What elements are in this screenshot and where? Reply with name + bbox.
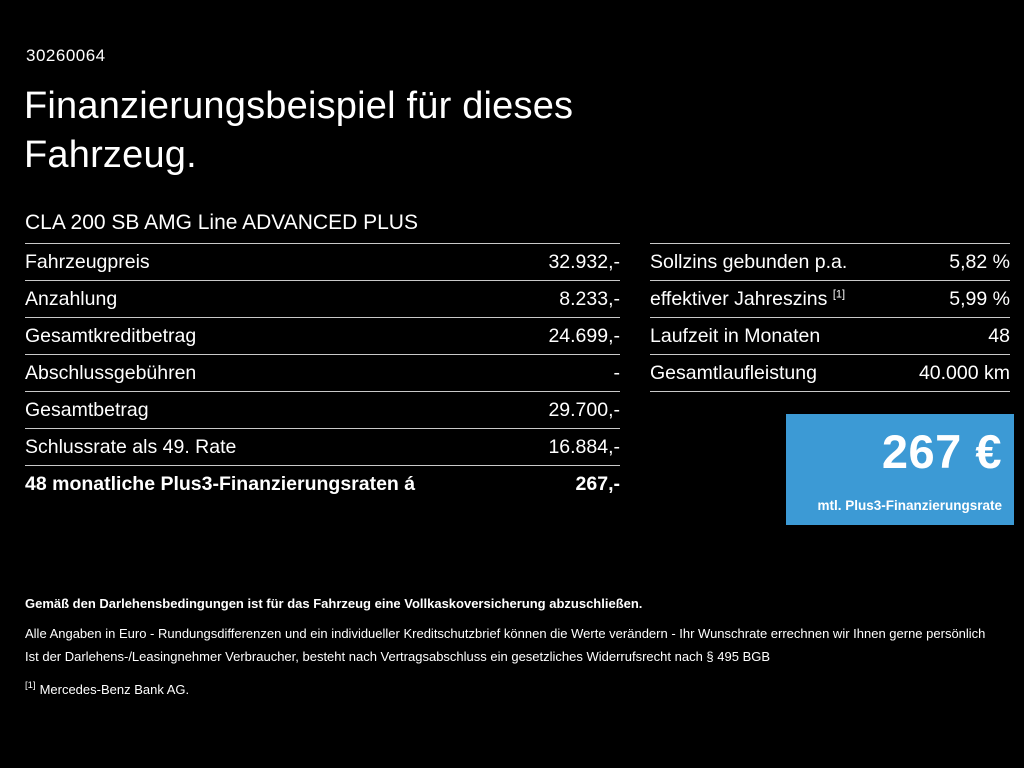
page-title: Finanzierungsbeispiel für dieses Fahrzeu… [24,82,573,179]
legal-footer: Gemäß den Darlehensbedingungen ist für d… [25,596,1000,698]
financing-table-right: Sollzins gebunden p.a. 5,82 % effektiver… [650,243,1010,392]
table-row-abschlussgebuehren: Abschlussgebühren - [25,354,620,391]
row-value: 48 [988,324,1010,347]
row-value: 267,- [575,472,620,495]
row-label: Schlussrate als 49. Rate [25,435,237,458]
row-value: 5,99 % [949,287,1010,310]
table-row-gesamtlaufleistung: Gesamtlaufleistung 40.000 km [650,354,1010,391]
disclaimer-line-2: Ist der Darlehens-/Leasingnehmer Verbrau… [25,648,771,664]
table-row-gesamtkreditbetrag: Gesamtkreditbetrag 24.699,- [25,317,620,354]
footnote-text: Mercedes-Benz Bank AG. [39,681,190,697]
row-value: 5,82 % [949,250,1010,273]
row-value: 8.233,- [559,287,620,310]
row-value: 24.699,- [548,324,620,347]
row-label: Laufzeit in Monaten [650,324,821,347]
table-row-gesamtbetrag: Gesamtbetrag 29.700,- [25,391,620,428]
insurance-notice: Gemäß den Darlehensbedingungen ist für d… [25,596,643,611]
vehicle-name: CLA 200 SB AMG Line ADVANCED PLUS [25,211,418,234]
table-row-laufzeit: Laufzeit in Monaten 48 [650,317,1010,354]
row-label: effektiver Jahreszins [1] [650,287,846,310]
row-value: 32.932,- [548,250,620,273]
monthly-rate-box: 267 € mtl. Plus3-Finanzierungsrate [786,414,1014,525]
monthly-rate-amount: 267 € [881,425,1002,478]
financing-table-left: Fahrzeugpreis 32.932,- Anzahlung 8.233,-… [25,243,620,502]
row-value: 40.000 km [918,361,1010,384]
row-value: - [613,361,621,384]
row-label: Gesamtbetrag [25,398,149,421]
row-value: 16.884,- [548,435,620,458]
row-label: Anzahlung [25,287,118,310]
table-row-anzahlung: Anzahlung 8.233,- [25,280,620,317]
offer-id: 30260064 [26,46,106,65]
table-row-monatsraten: 48 monatliche Plus3-Finanzierungsraten á… [25,465,620,502]
row-label: Fahrzeugpreis [25,250,150,273]
row-label: Gesamtkreditbetrag [25,324,197,347]
table-row-schlussrate: Schlussrate als 49. Rate 16.884,- [25,428,620,465]
footnote: [1] Mercedes-Benz Bank AG. [25,680,1000,698]
row-label: Abschlussgebühren [25,361,197,384]
footnote-marker: [1] [25,680,36,692]
row-label: Gesamtlaufleistung [650,361,817,384]
page-title-line2: Fahrzeug. [24,133,197,176]
monthly-rate-caption: mtl. Plus3-Finanzierungsrate [817,498,1002,513]
disclaimer-line-1: Alle Angaben in Euro - Rundungsdifferenz… [25,625,986,641]
row-label: 48 monatliche Plus3-Finanzierungsraten á [25,472,416,495]
footnote-reference: [1] [832,288,846,300]
row-label: Sollzins gebunden p.a. [650,250,848,273]
table-row-sollzins: Sollzins gebunden p.a. 5,82 % [650,243,1010,280]
row-value: 29.700,- [548,398,620,421]
page-title-line1: Finanzierungsbeispiel für dieses [24,85,574,127]
table-row-fahrzeugpreis: Fahrzeugpreis 32.932,- [25,243,620,280]
table-row-effektiver-jahreszins: effektiver Jahreszins [1] 5,99 % [650,280,1010,317]
